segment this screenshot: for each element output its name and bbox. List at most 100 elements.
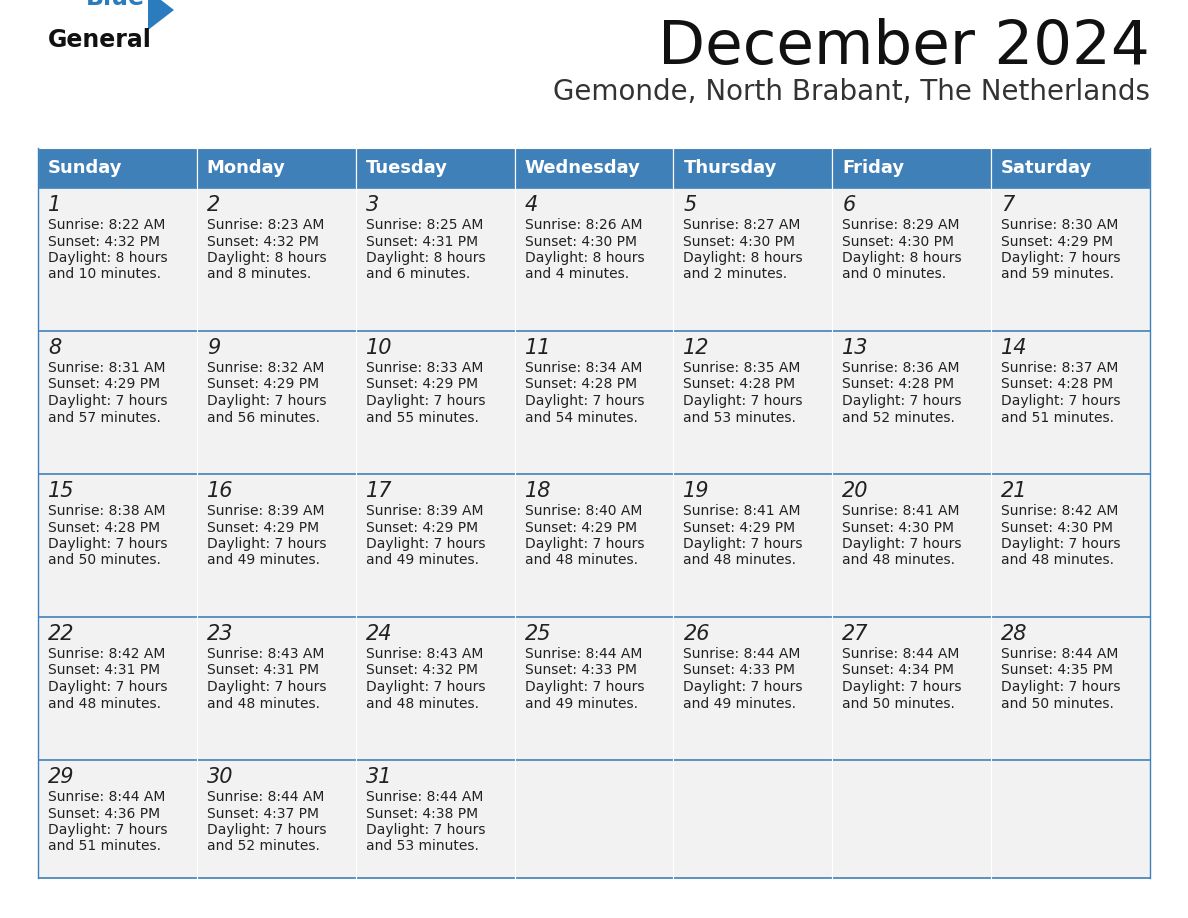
Text: Sunrise: 8:38 AM: Sunrise: 8:38 AM (48, 504, 165, 518)
Text: and 48 minutes.: and 48 minutes. (48, 697, 162, 711)
Bar (38, 188, 197, 331)
Text: General: General (48, 28, 152, 52)
Text: Sunrise: 8:41 AM: Sunrise: 8:41 AM (842, 504, 960, 518)
Text: Daylight: 8 hours: Daylight: 8 hours (683, 251, 803, 265)
Text: and 53 minutes.: and 53 minutes. (683, 410, 796, 424)
Text: 13: 13 (842, 338, 868, 358)
Text: Daylight: 7 hours: Daylight: 7 hours (1001, 537, 1120, 551)
Text: 22: 22 (48, 624, 75, 644)
Bar (674, 617, 833, 760)
Text: Sunrise: 8:25 AM: Sunrise: 8:25 AM (366, 218, 484, 232)
Text: 1: 1 (48, 195, 62, 215)
Text: Daylight: 7 hours: Daylight: 7 hours (525, 680, 644, 694)
Text: 26: 26 (683, 624, 710, 644)
Text: Sunrise: 8:26 AM: Sunrise: 8:26 AM (525, 218, 642, 232)
Text: Daylight: 7 hours: Daylight: 7 hours (842, 680, 962, 694)
Bar (833, 148, 991, 188)
Text: 11: 11 (525, 338, 551, 358)
Text: 17: 17 (366, 481, 392, 501)
Text: Sunset: 4:30 PM: Sunset: 4:30 PM (525, 234, 637, 249)
Text: Sunrise: 8:30 AM: Sunrise: 8:30 AM (1001, 218, 1119, 232)
Bar (355, 474, 514, 617)
Bar (833, 188, 991, 331)
Text: and 59 minutes.: and 59 minutes. (1001, 267, 1114, 282)
Text: Sunrise: 8:31 AM: Sunrise: 8:31 AM (48, 361, 165, 375)
Text: Daylight: 7 hours: Daylight: 7 hours (48, 823, 168, 837)
Text: Monday: Monday (207, 159, 286, 177)
Text: Sunset: 4:31 PM: Sunset: 4:31 PM (207, 664, 320, 677)
Text: Daylight: 7 hours: Daylight: 7 hours (1001, 251, 1120, 265)
Text: Sunrise: 8:44 AM: Sunrise: 8:44 AM (207, 790, 324, 804)
Text: 10: 10 (366, 338, 392, 358)
Text: Sunrise: 8:27 AM: Sunrise: 8:27 AM (683, 218, 801, 232)
Text: and 48 minutes.: and 48 minutes. (1001, 554, 1114, 567)
Text: 9: 9 (207, 338, 220, 358)
Text: and 50 minutes.: and 50 minutes. (842, 697, 955, 711)
Bar (355, 760, 514, 878)
Text: and 49 minutes.: and 49 minutes. (525, 697, 638, 711)
Text: 7: 7 (1001, 195, 1015, 215)
Text: Daylight: 8 hours: Daylight: 8 hours (48, 251, 168, 265)
Text: and 54 minutes.: and 54 minutes. (525, 410, 638, 424)
Text: Daylight: 7 hours: Daylight: 7 hours (48, 680, 168, 694)
Text: Thursday: Thursday (683, 159, 777, 177)
Text: Sunset: 4:29 PM: Sunset: 4:29 PM (207, 377, 320, 391)
Text: Sunset: 4:28 PM: Sunset: 4:28 PM (525, 377, 637, 391)
Bar (833, 331, 991, 474)
Text: Sunset: 4:29 PM: Sunset: 4:29 PM (366, 521, 478, 534)
Text: and 51 minutes.: and 51 minutes. (48, 839, 162, 854)
Text: 16: 16 (207, 481, 233, 501)
Text: Daylight: 8 hours: Daylight: 8 hours (207, 251, 327, 265)
Text: Wednesday: Wednesday (525, 159, 640, 177)
Text: Sunrise: 8:33 AM: Sunrise: 8:33 AM (366, 361, 484, 375)
Text: Sunset: 4:37 PM: Sunset: 4:37 PM (207, 807, 318, 821)
Bar (991, 617, 1150, 760)
Bar (355, 188, 514, 331)
Text: 19: 19 (683, 481, 710, 501)
Text: Sunrise: 8:43 AM: Sunrise: 8:43 AM (207, 647, 324, 661)
Text: and 4 minutes.: and 4 minutes. (525, 267, 628, 282)
Text: 8: 8 (48, 338, 62, 358)
Text: and 6 minutes.: and 6 minutes. (366, 267, 470, 282)
Text: and 57 minutes.: and 57 minutes. (48, 410, 160, 424)
Text: Sunrise: 8:39 AM: Sunrise: 8:39 AM (207, 504, 324, 518)
Text: 2: 2 (207, 195, 220, 215)
Bar (197, 188, 355, 331)
Text: Daylight: 7 hours: Daylight: 7 hours (842, 394, 962, 408)
Text: Sunrise: 8:32 AM: Sunrise: 8:32 AM (207, 361, 324, 375)
Text: Daylight: 8 hours: Daylight: 8 hours (525, 251, 644, 265)
Text: Daylight: 7 hours: Daylight: 7 hours (683, 680, 803, 694)
Text: Sunrise: 8:44 AM: Sunrise: 8:44 AM (48, 790, 165, 804)
Text: and 0 minutes.: and 0 minutes. (842, 267, 947, 282)
Text: Sunset: 4:31 PM: Sunset: 4:31 PM (48, 664, 160, 677)
Bar (197, 148, 355, 188)
Polygon shape (148, 0, 173, 30)
Text: Sunset: 4:29 PM: Sunset: 4:29 PM (207, 521, 320, 534)
Text: Friday: Friday (842, 159, 904, 177)
Text: Daylight: 7 hours: Daylight: 7 hours (842, 537, 962, 551)
Bar (514, 760, 674, 878)
Text: Daylight: 7 hours: Daylight: 7 hours (366, 537, 485, 551)
Text: 23: 23 (207, 624, 233, 644)
Text: and 53 minutes.: and 53 minutes. (366, 839, 479, 854)
Bar (38, 474, 197, 617)
Text: Gemonde, North Brabant, The Netherlands: Gemonde, North Brabant, The Netherlands (552, 78, 1150, 106)
Text: Sunset: 4:29 PM: Sunset: 4:29 PM (1001, 234, 1113, 249)
Text: and 49 minutes.: and 49 minutes. (366, 554, 479, 567)
Text: Daylight: 8 hours: Daylight: 8 hours (366, 251, 486, 265)
Text: Sunrise: 8:42 AM: Sunrise: 8:42 AM (1001, 504, 1119, 518)
Bar (991, 148, 1150, 188)
Text: Sunset: 4:28 PM: Sunset: 4:28 PM (1001, 377, 1113, 391)
Text: Sunset: 4:28 PM: Sunset: 4:28 PM (48, 521, 160, 534)
Text: and 49 minutes.: and 49 minutes. (683, 697, 796, 711)
Text: Sunrise: 8:44 AM: Sunrise: 8:44 AM (842, 647, 960, 661)
Bar (38, 148, 197, 188)
Bar (38, 331, 197, 474)
Text: Daylight: 7 hours: Daylight: 7 hours (48, 394, 168, 408)
Text: 18: 18 (525, 481, 551, 501)
Text: and 50 minutes.: and 50 minutes. (48, 554, 160, 567)
Text: Sunset: 4:33 PM: Sunset: 4:33 PM (525, 664, 637, 677)
Text: Sunset: 4:29 PM: Sunset: 4:29 PM (366, 377, 478, 391)
Text: 21: 21 (1001, 481, 1028, 501)
Bar (833, 474, 991, 617)
